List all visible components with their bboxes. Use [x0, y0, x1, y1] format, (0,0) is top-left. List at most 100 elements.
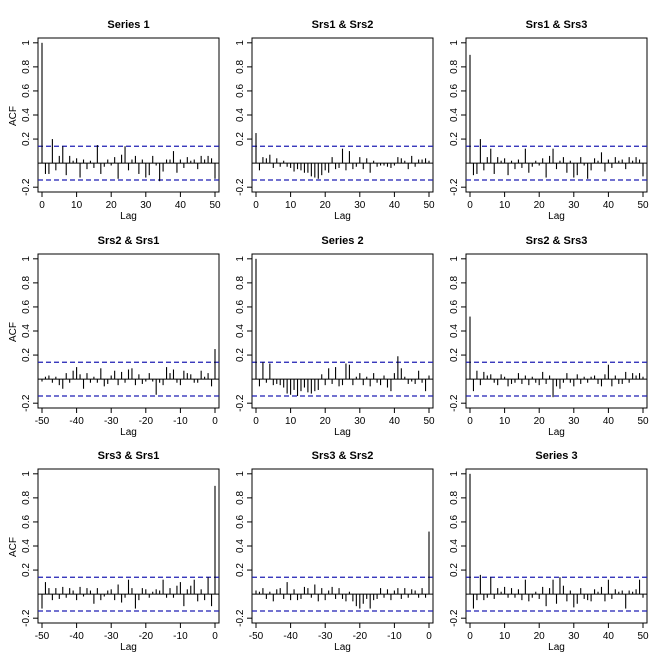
panel-title: Series 3: [535, 450, 577, 462]
y-tick-label: -0.2: [21, 394, 32, 412]
x-tick-label: -40: [283, 631, 298, 642]
x-tick-label: 10: [285, 416, 297, 427]
x-tick-label: 40: [389, 200, 401, 211]
y-axis-label: ACF: [8, 322, 19, 342]
y-tick-label: 0.8: [21, 275, 32, 289]
x-tick-label: 10: [285, 200, 297, 211]
x-tick-label: 0: [467, 631, 473, 642]
y-tick-label: 0.4: [235, 108, 246, 122]
panel-title: Srs1 & Srs2: [312, 19, 374, 31]
y-tick-label: 0.2: [235, 563, 246, 577]
x-tick-label: -10: [173, 631, 188, 642]
x-tick-label: -10: [173, 416, 188, 427]
x-tick-label: -30: [104, 416, 119, 427]
y-tick-label: 0.6: [449, 515, 460, 529]
y-tick-label: 0.6: [21, 515, 32, 529]
y-tick-label: 1: [449, 256, 460, 262]
y-tick-label: -0.2: [449, 609, 460, 627]
plot-frame: [251, 37, 434, 193]
panel-title: Srs3 & Srs2: [312, 450, 374, 462]
x-axis-label: Lag: [548, 427, 565, 438]
y-tick-label: 0.2: [235, 348, 246, 362]
x-tick-label: -20: [139, 416, 154, 427]
x-tick-label: -30: [318, 631, 333, 642]
y-tick-label: 0.4: [21, 324, 32, 338]
panel-title: Srs3 & Srs1: [98, 450, 160, 462]
x-tick-label: 30: [568, 631, 580, 642]
x-axis-label: Lag: [334, 642, 351, 653]
x-tick-label: 20: [534, 416, 546, 427]
y-tick-label: -0.2: [21, 609, 32, 627]
y-tick-label: 0.4: [235, 539, 246, 553]
y-tick-label: 0.8: [449, 275, 460, 289]
x-tick-label: 20: [320, 416, 332, 427]
x-tick-label: -10: [387, 631, 402, 642]
y-tick-label: 0.2: [21, 563, 32, 577]
y-tick-label: 0.8: [235, 490, 246, 504]
x-axis-label: Lag: [334, 427, 351, 438]
panel-title: Srs1 & Srs3: [526, 19, 588, 31]
x-tick-label: 30: [354, 200, 366, 211]
x-tick-label: 30: [140, 200, 152, 211]
x-tick-label: 10: [499, 200, 511, 211]
x-axis-label: Lag: [120, 427, 137, 438]
y-tick-label: 0.8: [235, 275, 246, 289]
x-tick-label: 0: [426, 631, 432, 642]
x-tick-label: 0: [467, 200, 473, 211]
y-tick-label: 1: [21, 40, 32, 46]
x-tick-label: 50: [423, 200, 435, 211]
y-tick-label: 1: [449, 40, 460, 46]
x-tick-label: 40: [603, 631, 615, 642]
panel-4: Srs2 & Srs1 -0.2 0.2 0.4 0.6 0.8 1 ACF -50 -40 -30…: [8, 235, 220, 438]
panel-8: Srs3 & Srs2 -0.2 0.2 0.4 0.6 0.8 1 -50 -40 -30 -20…: [235, 450, 434, 653]
y-tick-label: 1: [235, 40, 246, 46]
x-tick-label: 0: [467, 416, 473, 427]
x-axis-label: Lag: [548, 211, 565, 222]
y-tick-label: 1: [21, 256, 32, 262]
x-tick-label: 40: [175, 200, 187, 211]
y-axis-label: ACF: [8, 537, 19, 557]
x-tick-label: 40: [603, 416, 615, 427]
x-tick-label: 50: [209, 200, 221, 211]
y-tick-label: 0.4: [235, 324, 246, 338]
y-tick-label: 0.8: [449, 59, 460, 73]
panel-title: Series 1: [107, 19, 149, 31]
panel-3: Srs1 & Srs3-0.20.20.40.60.810 10 20 30 40 50L…: [449, 19, 649, 222]
x-tick-label: -30: [104, 631, 119, 642]
x-tick-label: 20: [106, 200, 118, 211]
y-tick-label: 0.2: [449, 132, 460, 146]
y-axis-label: ACF: [8, 106, 19, 126]
y-tick-label: 0.6: [21, 300, 32, 314]
x-tick-label: -50: [35, 416, 50, 427]
y-tick-label: -0.2: [235, 609, 246, 627]
x-tick-label: 30: [568, 200, 580, 211]
y-tick-label: 0.4: [21, 108, 32, 122]
x-tick-label: 40: [603, 200, 615, 211]
panel-title: Series 2: [321, 235, 363, 247]
x-tick-label: 50: [637, 631, 649, 642]
x-tick-label: -40: [69, 631, 84, 642]
x-tick-label: 10: [499, 631, 511, 642]
plot-frame: [251, 468, 434, 624]
x-tick-label: 10: [71, 200, 83, 211]
x-tick-label: 40: [389, 416, 401, 427]
x-tick-label: 50: [637, 416, 649, 427]
y-tick-label: 0.4: [449, 539, 460, 553]
y-tick-label: 0.2: [449, 563, 460, 577]
panel-2: Srs1 & Srs2-0.20.20.40.60.810 10 20 30 40 50L…: [235, 19, 435, 222]
x-axis-label: Lag: [334, 211, 351, 222]
x-tick-label: 20: [320, 200, 332, 211]
y-tick-label: 0.8: [449, 490, 460, 504]
y-tick-label: 1: [21, 471, 32, 477]
y-tick-label: 0.4: [21, 539, 32, 553]
x-tick-label: -50: [35, 631, 50, 642]
y-tick-label: 0.2: [21, 132, 32, 146]
y-tick-label: 0.8: [21, 59, 32, 73]
y-tick-label: 0.6: [449, 84, 460, 98]
panel-title: Srs2 & Srs1: [98, 235, 160, 247]
y-tick-label: -0.2: [235, 394, 246, 412]
y-tick-label: -0.2: [21, 178, 32, 196]
